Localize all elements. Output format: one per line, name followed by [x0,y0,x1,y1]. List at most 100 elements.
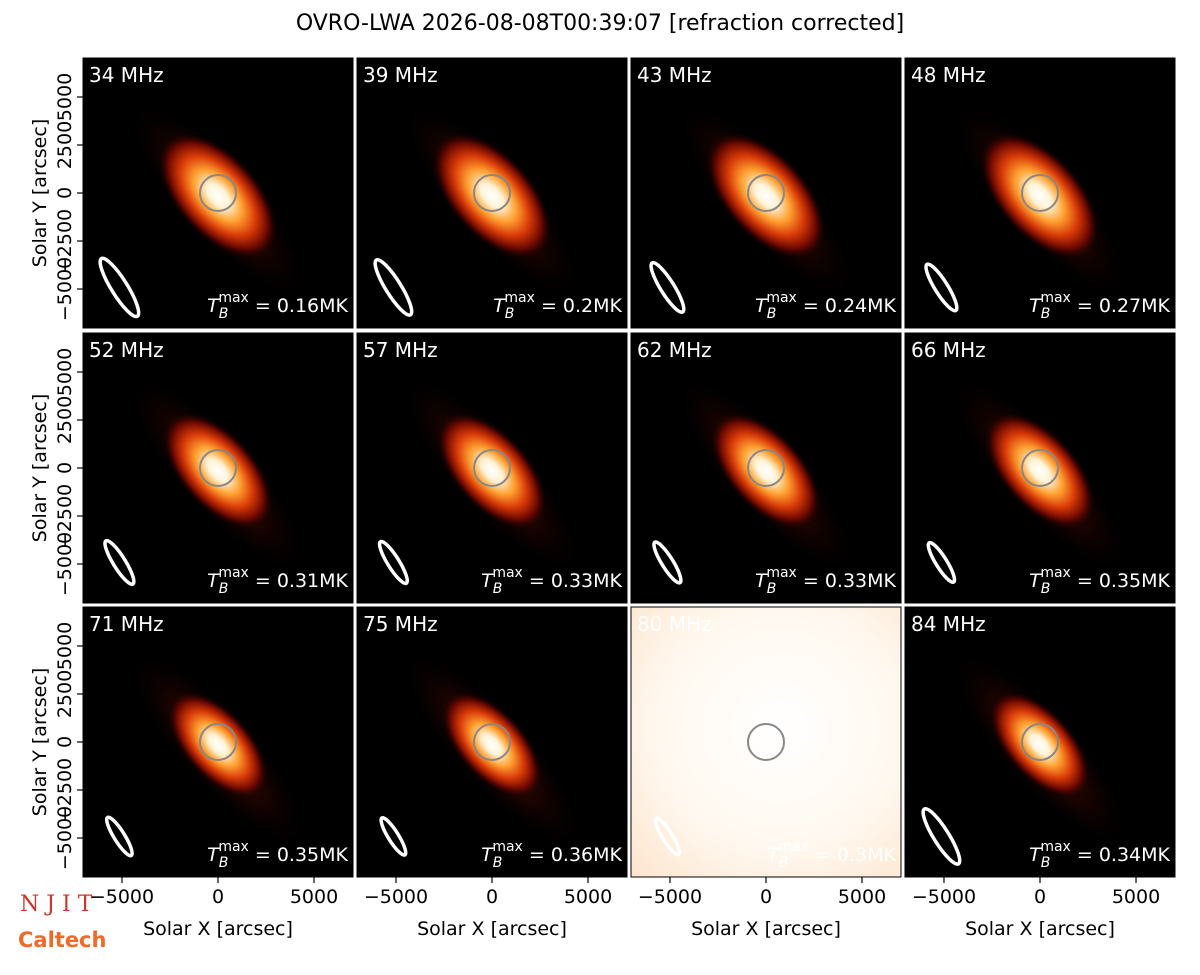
y-tick-label: −5000 [54,257,76,321]
solar-disk [747,449,785,487]
emission [166,690,269,799]
tmax-symbol: T [481,570,494,592]
y-tick-label: 5000 [54,622,76,670]
image [83,607,353,877]
tmax-sub: B [505,306,515,322]
tmax-sub: B [493,581,503,597]
tmax-sup: max [778,839,809,855]
tmax-symbol: T [481,844,494,866]
y-tick-label: 2500 [54,670,76,718]
panel: 57 MHz TBmax = 0.33MK [356,332,628,604]
panel-frame [904,332,1176,604]
panel: 71 MHz TBmax = 0.35MK −5000 0 5000 Solar X [a… [29,606,354,940]
tmax-label: TBmax = 0.33MK [481,565,622,597]
x-axis-label: Solar X [arcsec] [417,918,567,940]
tmax-sup: max [218,839,249,855]
image [83,58,353,328]
x-axis-label: Solar X [arcsec] [691,918,841,940]
panel: 66 MHz TBmax = 0.35MK [904,332,1176,604]
tmax-label: TBmax = 0.2MK [493,290,622,322]
panel: 39 MHz TBmax = 0.2MK [356,57,628,329]
beam [653,816,682,857]
freq-label: 52 MHz [89,338,164,362]
image [905,58,1175,328]
tmax-label: TBmax = 0.27MK [1029,290,1170,322]
y-tick-label: 5000 [54,73,76,121]
x-tick-label: 5000 [838,886,886,908]
image [357,333,627,603]
tmax-symbol: T [755,295,768,317]
x-tick-label: −5000 [912,886,976,908]
tmax-value: 0.16MK [277,295,349,317]
solar-disk [1021,449,1059,487]
tmax-value: 0.33MK [825,570,897,592]
panel-frame [630,57,902,329]
solar-disk [473,174,511,212]
tmax-eq: = [797,295,825,317]
tmax-sub: B [219,855,229,871]
x-axis-label: Solar X [arcsec] [143,918,293,940]
image-bg [631,607,901,877]
tmax-eq: = [1071,295,1099,317]
solar-disk [199,723,237,761]
tmax-sup: max [1040,839,1071,855]
x-tick-label: 5000 [1112,886,1160,908]
y-axis-label: Solar Y [arcsec] [29,119,51,267]
tmax-eq: = [523,844,551,866]
image [905,333,1175,603]
tmax-symbol: T [207,844,220,866]
tmax-sup: max [492,839,523,855]
x-tick-label: −5000 [90,886,154,908]
image [83,333,353,603]
tmax-label: TBmax = 0.33MK [755,565,896,597]
y-tick-label: −2500 [54,209,76,273]
panel-frame [630,332,902,604]
solar-disk [473,723,511,761]
beam [103,538,136,587]
tmax-sup: max [1040,565,1071,581]
panel: 52 MHz TBmax = 0.31MK −5000−2500 0 25005000S… [29,332,354,604]
tmax-sup: max [218,290,249,306]
tmax-eq: = [249,295,277,317]
freq-label: 57 MHz [363,338,438,362]
y-tick-label: −2500 [54,758,76,822]
x-axis-label: Solar X [arcsec] [965,918,1115,940]
tmax-value: 0.35MK [1099,570,1171,592]
panel: 84 MHz TBmax = 0.34MK −5000 0 5000 Solar X [a… [904,606,1176,940]
tmax-eq: = [1071,570,1099,592]
y-tick-label: 0 [54,187,76,199]
tmax-sub: B [767,306,777,322]
image [905,607,1175,877]
y-axis-label: Solar Y [arcsec] [29,394,51,542]
logo-caltech: Caltech [18,928,106,952]
tmax-sub: B [779,855,789,871]
image [357,58,627,328]
solar-disk [1021,174,1059,212]
tmax-sup: max [1040,290,1071,306]
solar-disk [473,449,511,487]
solar-disk [1021,723,1059,761]
tmax-label: TBmax = 0.3MK [767,839,896,871]
tmax-symbol: T [1029,570,1042,592]
panel: 80 MHz TBmax = 0.3MK −5000 0 5000 Solar X [ar… [630,606,902,940]
panel: 43 MHz TBmax = 0.24MK [630,57,902,329]
tmax-value: 0.24MK [825,295,897,317]
y-axis-label: Solar Y [arcsec] [29,668,51,816]
tmax-sub: B [219,306,229,322]
tmax-eq: = [535,295,563,317]
tmax-sup: max [492,565,523,581]
beam [652,540,683,585]
tmax-label: TBmax = 0.34MK [1029,839,1170,871]
tmax-sup: max [504,290,535,306]
tmax-symbol: T [207,295,220,317]
tmax-sup: max [766,565,797,581]
freq-label: 43 MHz [637,63,712,87]
freq-label: 71 MHz [89,612,164,636]
tmax-symbol: T [1029,844,1042,866]
freq-label: 48 MHz [911,63,986,87]
image [631,607,901,877]
tmax-symbol: T [1029,295,1042,317]
freq-label: 84 MHz [911,612,986,636]
x-tick-label: −5000 [364,886,428,908]
